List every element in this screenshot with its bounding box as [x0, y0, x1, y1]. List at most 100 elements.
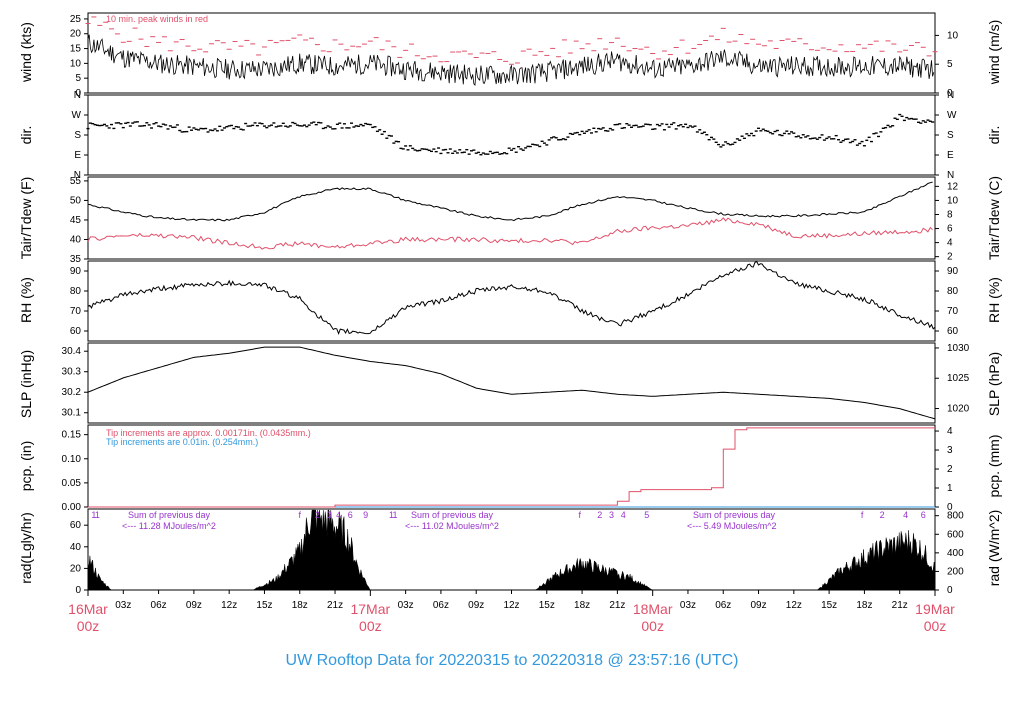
- temp-ytick-label-right: 10: [947, 195, 959, 206]
- rad-hour-mark: 3: [609, 510, 614, 520]
- wind-ylabel-right: wind (m/s): [986, 20, 1002, 86]
- wind-ytick-label-left: 10: [70, 58, 82, 69]
- rad-hour-mark: 5: [644, 510, 649, 520]
- dir-ytick-label-left: E: [74, 150, 81, 161]
- rad-hour-mark: 2: [315, 510, 320, 520]
- x-date-label: 19Mar: [915, 601, 955, 617]
- temp-ytick-label-left: 50: [70, 195, 82, 206]
- rad-ytick-label-left: 20: [70, 563, 82, 574]
- temp-ytick-label-right: 4: [947, 238, 953, 249]
- wind-ytick-label-right: 5: [947, 59, 953, 70]
- x-tick-label: 15z: [256, 600, 272, 611]
- wind-ytick-label-left: 0: [75, 88, 81, 99]
- wind-ytick-label-right: 0: [947, 88, 953, 99]
- slp-ytick-label-right: 1030: [947, 343, 970, 354]
- temp-ytick-label-left: 45: [70, 215, 82, 226]
- rad-day1-sum-title: Sum of previous day: [128, 510, 211, 520]
- dir-ylabel-left: dir.: [18, 126, 34, 145]
- pcp-ytick-label-left: 0.05: [62, 478, 82, 489]
- panel-rad: rad(Lgly/hr) rad (W/m^2) Sum of previous…: [18, 510, 1002, 587]
- dir-ytick-label-right: N: [947, 90, 954, 101]
- x-tick-label: 15z: [821, 600, 837, 611]
- slp-ytick-label-left: 30.3: [62, 367, 82, 378]
- wind-ytick-label-right: 10: [947, 30, 959, 41]
- footer-title: UW Rooftop Data for 20220315 to 20220318…: [286, 652, 739, 669]
- rad-hour-mark: 1: [389, 510, 394, 520]
- x-date-hour-label: 00z: [77, 618, 100, 634]
- slp-ytick-label-right: 1025: [947, 373, 970, 384]
- x-tick-label: 03z: [680, 600, 696, 611]
- rh-ylabel-left: RH (%): [18, 277, 34, 323]
- rh-ylabel-right: RH (%): [986, 277, 1002, 323]
- dir-ytick-label-left: S: [74, 130, 81, 141]
- rh-ytick-label-left: 70: [70, 306, 82, 317]
- rad-day3-sum-title: Sum of previous day: [693, 510, 776, 520]
- pcp-ylabel-right: pcp. (mm): [986, 435, 1002, 498]
- rad-hour-mark: f: [861, 510, 864, 520]
- slp-ytick-label-left: 30.2: [62, 387, 82, 398]
- rad-hour-mark: 2: [880, 510, 885, 520]
- slp-ylabel-left: SLP (inHg): [18, 350, 34, 418]
- pcp-ytick-label-left: 0.00: [62, 502, 82, 513]
- pcp-ytick-label-left: 0.15: [62, 430, 82, 441]
- rad-hour-mark: 4: [336, 510, 341, 520]
- x-tick-label: 18z: [856, 600, 872, 611]
- rad-hour-mark: 3: [327, 510, 332, 520]
- x-tick-label: 12z: [503, 600, 519, 611]
- rad-day2-sum-title: Sum of previous day: [411, 510, 494, 520]
- rh-ytick-label-right: 60: [947, 326, 959, 337]
- rad-hour-mark: 6: [921, 510, 926, 520]
- rh-ytick-label-right: 70: [947, 306, 959, 317]
- dir-ytick-label-right: W: [947, 110, 957, 121]
- rad-day2-sum-value: <--- 11.02 MJoules/m^2: [405, 521, 499, 531]
- x-tick-label: 12z: [786, 600, 802, 611]
- panel-temp: Tair/Tdew (F) Tair/Tdew (C): [18, 176, 1002, 260]
- rad-hour-mark: 6: [348, 510, 353, 520]
- wind-peak-note: 10 min. peak winds in red: [106, 14, 208, 24]
- rad-ylabel-right: rad (W/m^2): [986, 510, 1002, 587]
- x-date-label: 17Mar: [350, 601, 390, 617]
- rh-line: [87, 260, 936, 336]
- temp-air-line: [87, 181, 933, 222]
- rh-ytick-label-left: 60: [70, 326, 82, 337]
- slp-ytick-label-left: 30.1: [62, 408, 82, 419]
- x-tick-label: 21z: [892, 600, 908, 611]
- dir-ytick-label-left: N: [74, 90, 81, 101]
- rad-hour-mark: f: [578, 510, 581, 520]
- wind-ytick-label-left: 25: [70, 14, 82, 25]
- slp-ytick-label-left: 30.4: [62, 346, 82, 357]
- temp-ytick-label-left: 35: [70, 254, 82, 265]
- panel-slp: SLP (inHg) SLP (hPa): [18, 350, 1002, 418]
- slp-frame: [87, 342, 936, 424]
- dir-ytick-label-right: E: [947, 150, 954, 161]
- pcp-ytick-label-right: 0: [947, 502, 953, 513]
- temp-ytick-label-right: 12: [947, 181, 959, 192]
- rad-day1-sum-value: <--- 11.28 MJoules/m^2: [122, 521, 216, 531]
- dir-frame: [87, 94, 936, 176]
- wind-ytick-label-left: 20: [70, 29, 82, 40]
- rad-hour-mark: 1: [91, 510, 96, 520]
- pcp-ytick-label-right: 3: [947, 445, 953, 456]
- rh-ytick-label-left: 90: [70, 266, 82, 277]
- temp-ytick-label-left: 55: [70, 176, 82, 187]
- rad-ytick-label-right: 0: [947, 585, 953, 596]
- slp-ytick-label-right: 1020: [947, 404, 970, 415]
- rh-ytick-label-left: 80: [70, 286, 82, 297]
- temp-ytick-label-right: 2: [947, 252, 953, 263]
- rad-hour-mark: 1: [95, 510, 100, 520]
- dir-ylabel-right: dir.: [986, 126, 1002, 145]
- temp-ytick-label-left: 40: [70, 234, 82, 245]
- rad-hour-mark: 2: [597, 510, 602, 520]
- dir-ytick-label-right: S: [947, 130, 954, 141]
- slp-line: [87, 346, 936, 420]
- temp-ytick-label-right: 6: [947, 224, 953, 235]
- temp-ylabel-left: Tair/Tdew (F): [18, 177, 34, 259]
- panel-wind: wind (kts) wind (m/s) 10 min. peak winds…: [18, 14, 1002, 85]
- rad-ytick-label-right: 600: [947, 529, 964, 540]
- rh-frame: [87, 260, 936, 342]
- pcp-ylabel-left: pcp. (in): [18, 441, 34, 492]
- pcp-ytick-label-right: 2: [947, 464, 953, 475]
- x-date-hour-label: 00z: [641, 618, 664, 634]
- temp-ylabel-right: Tair/Tdew (C): [986, 176, 1002, 260]
